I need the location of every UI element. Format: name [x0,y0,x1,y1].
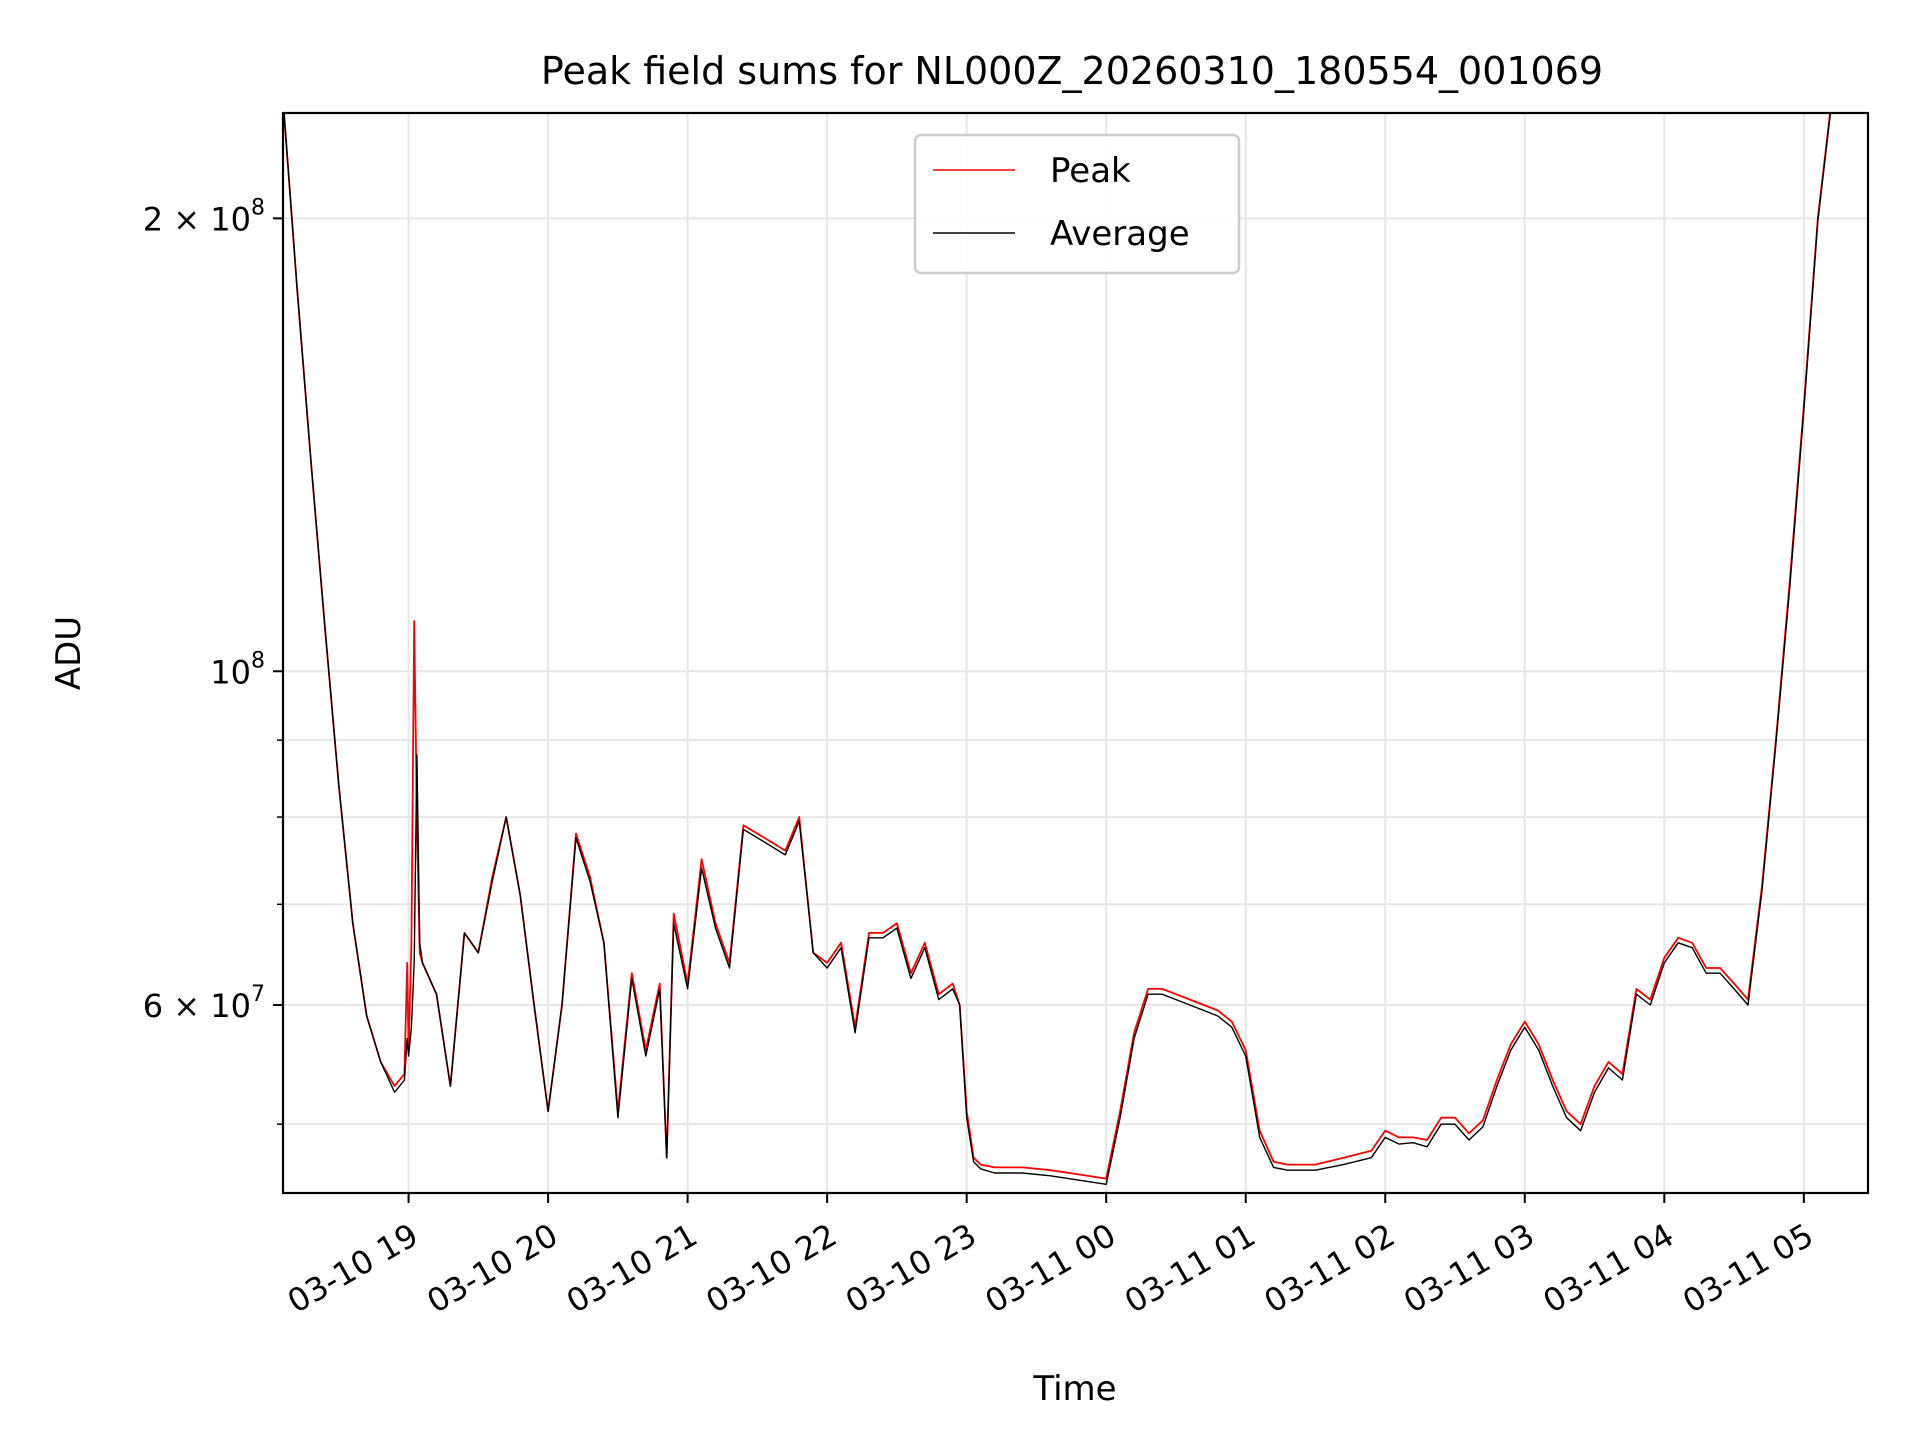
legend-label-average: Average [1050,214,1190,254]
grid [283,113,1868,1193]
y-axis: 6 × 107 108 2 × 108 [143,195,283,1125]
series-line-average [283,113,1832,1186]
plot-frame [281,111,1870,1195]
y-tick-label: 108 [210,648,265,691]
legend-label-peak: Peak [1050,151,1131,191]
y-axis-label: ADU [49,616,89,690]
x-axis-label: Time [1032,1369,1116,1409]
series-layer [283,113,1832,1186]
y-tick-label: 6 × 107 [143,982,265,1025]
legend: Peak Average [913,133,1241,275]
chart-title: Peak field sums for NL000Z_20260310_1805… [541,49,1603,93]
y-tick-label: 2 × 108 [143,195,265,238]
